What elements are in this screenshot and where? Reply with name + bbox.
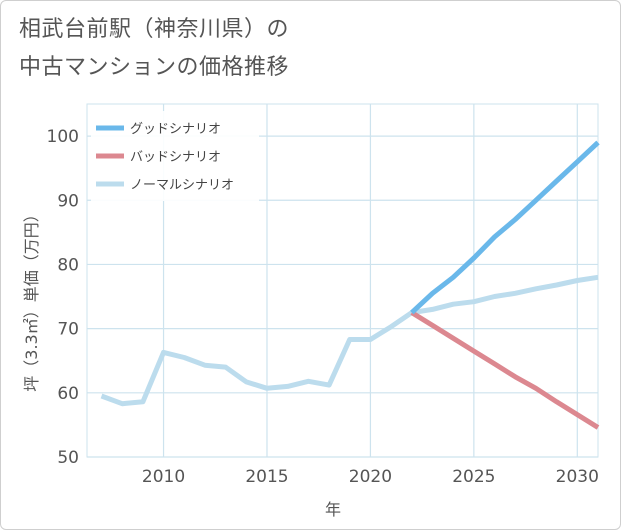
chart-title: 相武台前駅（神奈川県）の 中古マンションの価格推移 — [19, 11, 579, 87]
series-lines — [100, 140, 600, 430]
series-line-normal — [100, 274, 599, 407]
legend-label-good: グッドシナリオ — [130, 122, 221, 137]
x-tick-label: 2025 — [452, 467, 495, 487]
x-tick-label: 2015 — [245, 467, 288, 487]
legend-label-normal: ノーマルシナリオ — [130, 178, 234, 193]
y-tick-label: 50 — [57, 448, 79, 468]
chart-title-line1: 相武台前駅（神奈川県）の — [19, 17, 290, 42]
y-tick-label: 70 — [57, 320, 79, 340]
x-axis-title: 年 — [325, 500, 341, 519]
x-tick-label: 2030 — [556, 467, 599, 487]
x-tick-label: 2020 — [349, 467, 392, 487]
axis-ticks: 50 60 70 80 90 100 2010 2015 2020 2025 2030 — [47, 127, 599, 487]
legend-label-bad: バッドシナリオ — [130, 150, 221, 165]
y-tick-label: 60 — [57, 384, 79, 404]
y-tick-label: 80 — [57, 255, 79, 275]
x-tick-label: 2010 — [142, 467, 185, 487]
series-line-bad — [410, 310, 600, 430]
chart-title-line2: 中古マンションの価格推移 — [19, 55, 290, 80]
series-line-good — [410, 140, 600, 315]
y-tick-label: 90 — [57, 191, 79, 211]
y-tick-label: 100 — [47, 127, 79, 147]
y-axis-title: 坪（3.3㎡）単価（万円） — [22, 206, 41, 391]
